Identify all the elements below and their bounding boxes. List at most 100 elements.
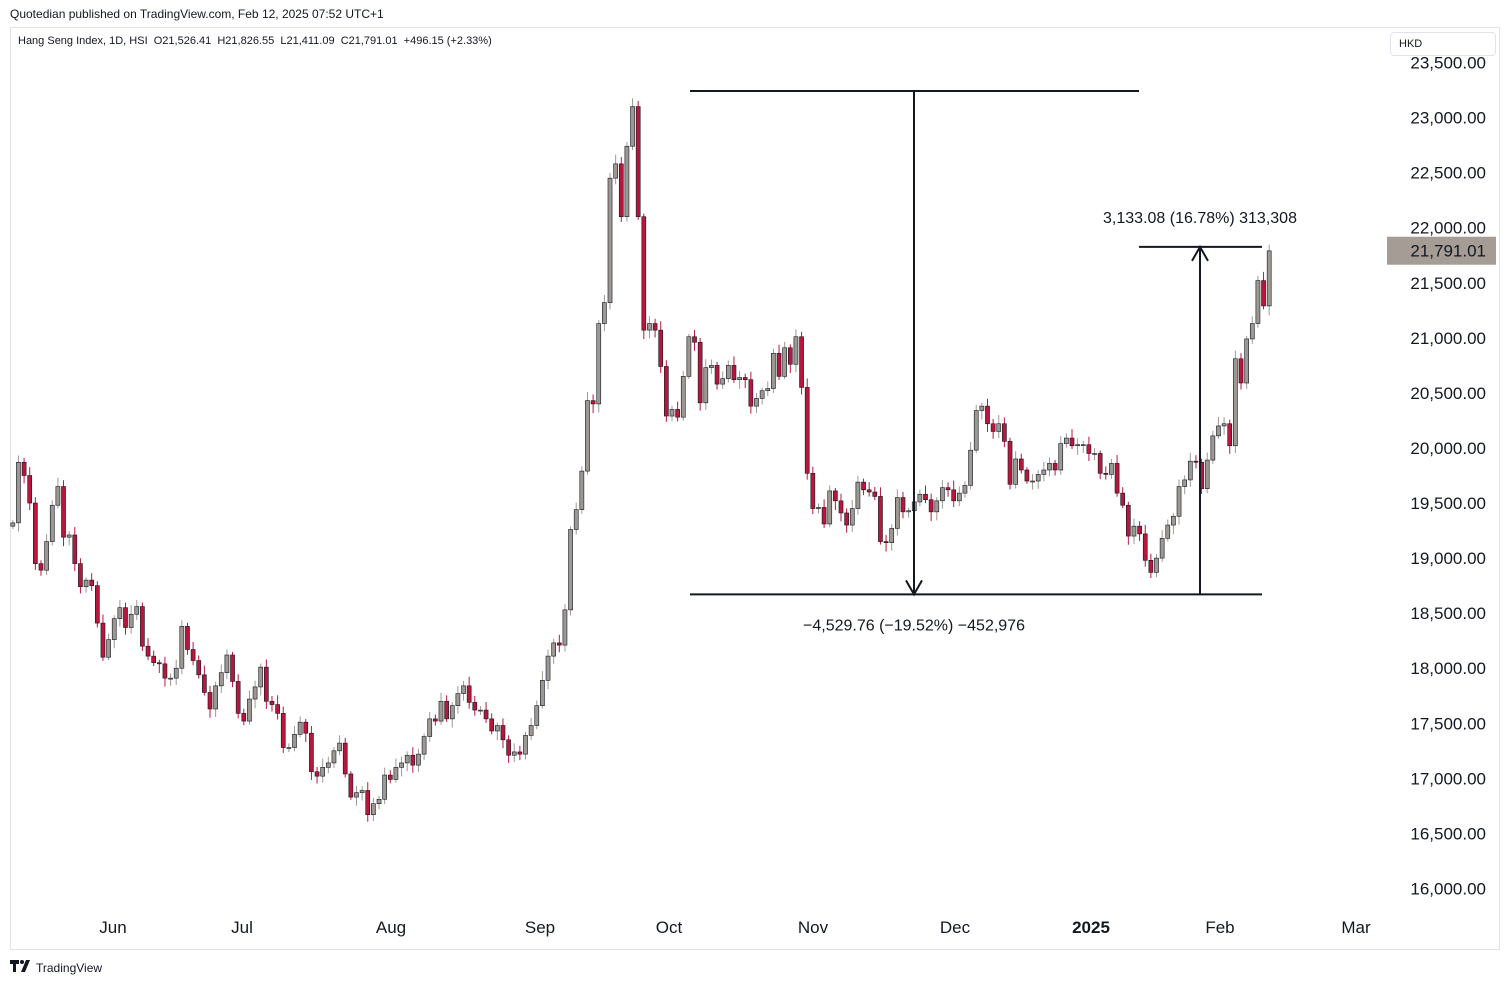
x-tick-label: Nov <box>798 918 829 937</box>
candle-up <box>782 347 787 377</box>
candle-down <box>878 496 883 542</box>
candle-up <box>647 323 652 331</box>
candle-down <box>123 607 128 628</box>
x-tick-label: Sep <box>525 918 555 937</box>
candle-up <box>709 365 714 368</box>
candle-down <box>202 674 207 693</box>
candle-up <box>218 672 224 687</box>
candle-down <box>303 721 309 734</box>
candle-down <box>714 365 720 385</box>
candle-up <box>511 751 517 756</box>
candle-up <box>213 685 218 710</box>
candle-up <box>793 336 799 365</box>
candle-up <box>438 700 444 722</box>
candle-up <box>956 492 962 502</box>
candle-up <box>816 507 821 509</box>
candle-down <box>33 502 38 564</box>
candle-down <box>235 681 241 714</box>
candle-down <box>61 486 66 538</box>
x-tick-label: Feb <box>1205 918 1234 937</box>
candle-up <box>421 736 427 755</box>
candle-up <box>573 509 579 530</box>
candle-down <box>652 323 658 331</box>
candle-down <box>1120 492 1126 506</box>
candle-up <box>1030 480 1035 483</box>
y-tick-label: 21,000.00 <box>1410 329 1486 348</box>
candle-up <box>968 449 973 486</box>
candle-up <box>630 106 635 147</box>
candle-down <box>314 771 320 777</box>
y-tick-label: 18,000.00 <box>1410 659 1486 678</box>
candle-up <box>168 677 173 680</box>
candle-up <box>771 352 776 389</box>
candle-up <box>399 762 404 768</box>
candle-down <box>94 585 100 624</box>
candle-down <box>1261 280 1266 307</box>
candle-down <box>872 491 878 497</box>
candle-up <box>1154 557 1159 573</box>
candle-down <box>556 642 562 646</box>
candle-down <box>410 754 416 766</box>
candle-down <box>140 606 145 647</box>
candle-up <box>1080 444 1086 446</box>
candle-down <box>866 489 872 493</box>
candle-up <box>134 606 140 615</box>
candle-down <box>489 718 495 732</box>
candle-up <box>258 666 264 688</box>
candle-down <box>89 579 95 586</box>
y-tick-label: 23,000.00 <box>1410 109 1486 128</box>
candle-up <box>669 409 675 417</box>
tradingview-footer[interactable]: TradingView <box>10 960 102 975</box>
candle-down <box>635 106 641 218</box>
y-tick-label: 17,000.00 <box>1410 769 1486 788</box>
candle-down <box>664 366 669 417</box>
candle-down <box>748 379 754 407</box>
candle-down <box>1002 423 1007 442</box>
candle-up <box>917 493 923 503</box>
candle-up <box>1159 537 1165 559</box>
candle-down <box>1069 437 1075 447</box>
candle-down <box>348 773 354 798</box>
candle-up <box>624 145 630 218</box>
candle-up <box>1035 474 1041 482</box>
candle-down <box>145 645 151 657</box>
candle-up <box>55 486 61 506</box>
candle-down <box>162 663 168 679</box>
candle-up <box>1075 444 1080 447</box>
y-tick-label: 21,500.00 <box>1410 274 1486 293</box>
candle-up <box>996 423 1002 432</box>
candle-up <box>528 725 534 736</box>
candle-up <box>1064 437 1069 444</box>
candle-up <box>292 734 297 748</box>
candle-up <box>889 528 895 543</box>
candle-down <box>861 481 866 491</box>
candle-up <box>117 607 123 619</box>
x-tick-label: Jul <box>231 918 253 937</box>
candle-up <box>1109 463 1114 475</box>
candle-down <box>923 493 928 501</box>
candle-down <box>990 423 996 432</box>
x-tick-label: Dec <box>940 918 971 937</box>
candle-up <box>607 177 613 303</box>
candle-down <box>230 654 235 682</box>
candle-up <box>179 626 185 669</box>
currency-selector[interactable]: HKD <box>1390 32 1496 56</box>
candle-up <box>1216 425 1221 437</box>
candle-down <box>1024 469 1030 482</box>
x-tick-label: Mar <box>1341 918 1371 937</box>
chart-frame <box>10 27 1500 950</box>
candle-up <box>1171 515 1176 526</box>
candle-down <box>1052 463 1058 471</box>
candle-down <box>269 700 275 705</box>
y-tick-label: 16,500.00 <box>1410 824 1486 843</box>
candle-series <box>10 98 1272 822</box>
candle-down <box>590 400 596 405</box>
candle-down <box>241 713 247 722</box>
candle-up <box>449 705 455 720</box>
candle-down <box>472 702 478 711</box>
publisher-header: Quotedian published on TradingView.com, … <box>10 7 384 21</box>
candle-up <box>934 500 940 513</box>
candle-up <box>602 302 607 324</box>
tradingview-logo-icon <box>10 960 32 975</box>
